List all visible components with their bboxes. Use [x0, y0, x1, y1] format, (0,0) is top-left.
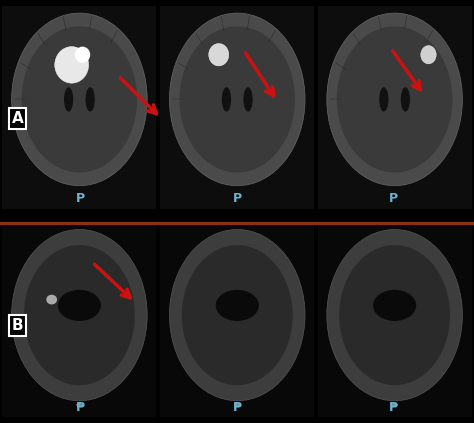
Ellipse shape — [373, 290, 416, 321]
Text: P: P — [389, 401, 398, 414]
Ellipse shape — [11, 13, 147, 186]
Ellipse shape — [180, 26, 295, 173]
Ellipse shape — [46, 295, 57, 305]
Ellipse shape — [337, 26, 452, 173]
Ellipse shape — [234, 403, 240, 407]
Ellipse shape — [170, 13, 305, 186]
Ellipse shape — [170, 230, 305, 401]
Bar — [318, 222, 472, 417]
Bar — [160, 222, 314, 417]
Ellipse shape — [22, 26, 137, 173]
Bar — [2, 222, 156, 417]
Bar — [0, 222, 474, 225]
Ellipse shape — [11, 230, 147, 401]
Ellipse shape — [216, 290, 259, 321]
Ellipse shape — [327, 13, 463, 186]
Ellipse shape — [182, 245, 293, 385]
Ellipse shape — [55, 47, 89, 83]
Text: P: P — [232, 192, 242, 205]
Ellipse shape — [64, 87, 73, 112]
Bar — [318, 6, 472, 209]
Ellipse shape — [76, 403, 82, 407]
Text: B: B — [12, 318, 23, 333]
Text: P: P — [232, 401, 242, 414]
Ellipse shape — [339, 245, 450, 385]
Bar — [160, 6, 314, 209]
Ellipse shape — [244, 87, 253, 112]
Ellipse shape — [421, 46, 436, 64]
Ellipse shape — [222, 87, 231, 112]
Ellipse shape — [75, 47, 90, 63]
Text: P: P — [389, 192, 398, 205]
Ellipse shape — [392, 403, 398, 407]
Ellipse shape — [327, 230, 463, 401]
Ellipse shape — [58, 290, 101, 321]
Ellipse shape — [24, 245, 135, 385]
Bar — [2, 6, 156, 209]
Ellipse shape — [401, 87, 410, 112]
Text: P: P — [76, 401, 85, 414]
Ellipse shape — [209, 44, 229, 66]
Ellipse shape — [379, 87, 388, 112]
Ellipse shape — [85, 87, 95, 112]
Text: A: A — [12, 111, 23, 126]
Text: P: P — [76, 192, 85, 205]
